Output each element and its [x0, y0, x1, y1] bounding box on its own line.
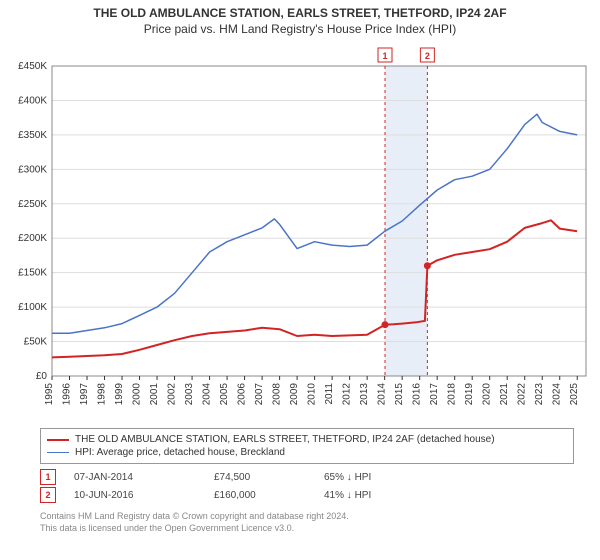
footer-line2: This data is licensed under the Open Gov… [40, 522, 560, 534]
legend-label: HPI: Average price, detached house, Brec… [75, 447, 285, 458]
svg-text:2021: 2021 [499, 383, 510, 406]
legend-item: THE OLD AMBULANCE STATION, EARLS STREET,… [47, 433, 567, 446]
svg-text:£150K: £150K [18, 268, 47, 279]
svg-text:2018: 2018 [447, 383, 458, 406]
svg-text:2: 2 [425, 51, 430, 61]
transaction-pct: 41% ↓ HPI [324, 490, 444, 501]
svg-text:2016: 2016 [412, 383, 423, 406]
transaction-row: 2 10-JUN-2016£160,00041% ↓ HPI [40, 486, 560, 504]
svg-text:£100K: £100K [18, 302, 47, 313]
svg-text:2012: 2012 [342, 383, 353, 406]
svg-text:2025: 2025 [569, 383, 580, 406]
svg-text:2011: 2011 [324, 383, 335, 405]
svg-text:1996: 1996 [62, 383, 73, 406]
svg-text:2020: 2020 [482, 383, 493, 406]
svg-text:1999: 1999 [114, 383, 125, 406]
legend-swatch [47, 452, 69, 453]
svg-text:£200K: £200K [18, 233, 47, 244]
svg-text:2015: 2015 [394, 383, 405, 406]
svg-text:2003: 2003 [184, 383, 195, 406]
legend-swatch [47, 439, 69, 441]
transactions-table: 1 07-JAN-2014£74,50065% ↓ HPI 2 10-JUN-2016… [40, 468, 560, 504]
line-chart: £0 £50K £100K £150K £200K £250K £300K £350K £400… [8, 44, 592, 420]
svg-text:2017: 2017 [429, 383, 440, 406]
svg-text:2019: 2019 [464, 383, 475, 406]
transaction-marker: 2 [40, 487, 56, 503]
svg-text:1997: 1997 [79, 383, 90, 406]
transaction-pct: 65% ↓ HPI [324, 472, 444, 483]
svg-text:2002: 2002 [167, 383, 178, 406]
footer: Contains HM Land Registry data © Crown c… [40, 510, 560, 534]
svg-text:2001: 2001 [149, 383, 160, 406]
svg-text:2004: 2004 [202, 383, 213, 406]
svg-text:2000: 2000 [132, 383, 143, 406]
transaction-row: 1 07-JAN-2014£74,50065% ↓ HPI [40, 468, 560, 486]
svg-text:2013: 2013 [359, 383, 370, 406]
svg-text:2023: 2023 [534, 383, 545, 406]
svg-text:£250K: £250K [18, 199, 47, 210]
svg-text:£0: £0 [36, 371, 48, 382]
legend-item: HPI: Average price, detached house, Brec… [47, 446, 567, 459]
svg-text:1: 1 [382, 51, 387, 61]
svg-text:2009: 2009 [289, 383, 300, 406]
transaction-date: 10-JUN-2016 [74, 490, 214, 501]
svg-text:2008: 2008 [272, 383, 283, 406]
svg-text:£300K: £300K [18, 164, 47, 175]
svg-text:£450K: £450K [18, 61, 47, 72]
chart-area: £0 £50K £100K £150K £200K £250K £300K £350K £400… [8, 44, 592, 420]
svg-text:2022: 2022 [517, 383, 528, 406]
svg-text:£50K: £50K [24, 337, 48, 348]
svg-text:2006: 2006 [237, 383, 248, 406]
svg-text:2010: 2010 [307, 383, 318, 406]
svg-text:£350K: £350K [18, 130, 47, 141]
svg-text:2014: 2014 [377, 383, 388, 406]
svg-text:2005: 2005 [219, 383, 230, 406]
chart-title-line1: THE OLD AMBULANCE STATION, EARLS STREET,… [0, 0, 600, 20]
legend-label: THE OLD AMBULANCE STATION, EARLS STREET,… [75, 434, 495, 445]
transaction-date: 07-JAN-2014 [74, 472, 214, 483]
transaction-price: £160,000 [214, 490, 324, 501]
transaction-price: £74,500 [214, 472, 324, 483]
svg-text:2007: 2007 [254, 383, 265, 406]
transaction-marker: 1 [40, 469, 56, 485]
svg-text:1998: 1998 [97, 383, 108, 406]
svg-text:2024: 2024 [552, 383, 563, 406]
svg-text:1995: 1995 [44, 383, 55, 406]
chart-title-line2: Price paid vs. HM Land Registry's House … [0, 20, 600, 40]
legend: THE OLD AMBULANCE STATION, EARLS STREET,… [40, 428, 574, 464]
footer-line1: Contains HM Land Registry data © Crown c… [40, 510, 560, 522]
svg-text:£400K: £400K [18, 95, 47, 106]
